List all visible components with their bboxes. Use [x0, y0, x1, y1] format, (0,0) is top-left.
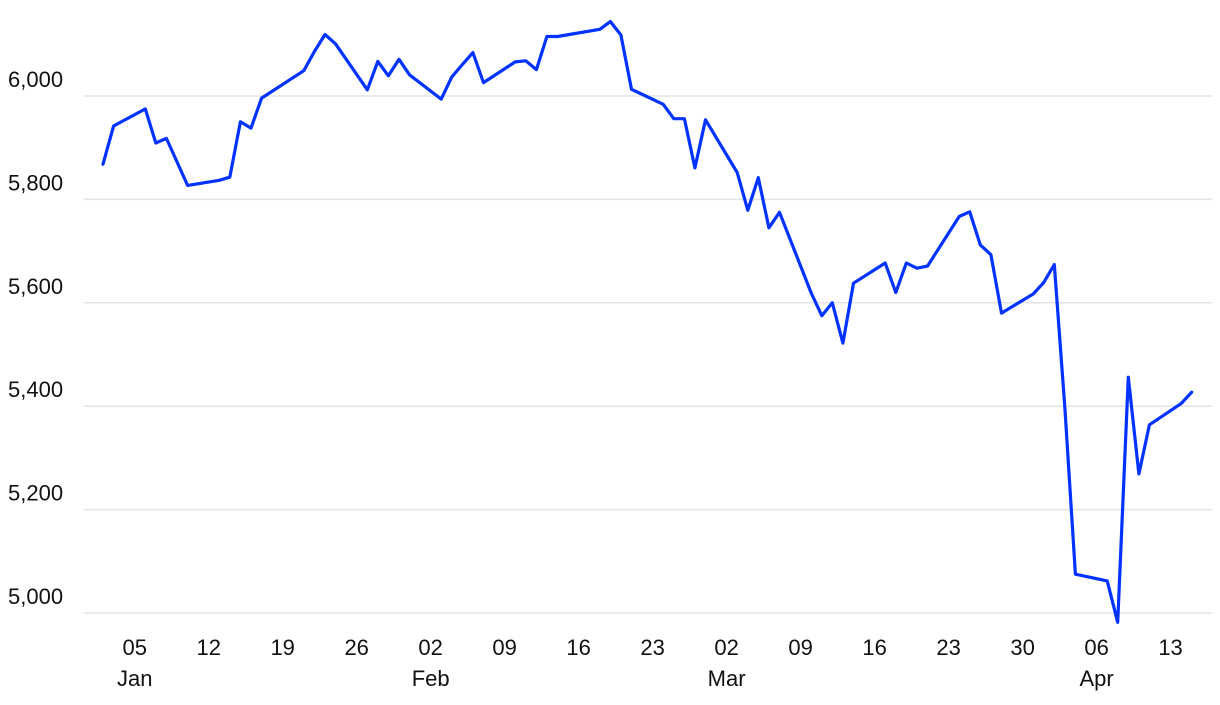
y-tick-label: 5,600 — [8, 274, 63, 299]
month-labels: Jan Feb Mar Apr — [117, 666, 1114, 691]
month-label: Jan — [117, 666, 152, 691]
y-tick-label: 5,200 — [8, 481, 63, 506]
x-tick-label: 19 — [270, 635, 294, 660]
x-tick-label: 02 — [714, 635, 738, 660]
month-label: Feb — [412, 666, 450, 691]
x-tick-label: 09 — [492, 635, 516, 660]
x-tick-label: 06 — [1084, 635, 1108, 660]
series-line — [101, 20, 1194, 624]
x-tick-label: 16 — [566, 635, 590, 660]
x-tick-label: 16 — [862, 635, 886, 660]
x-axis-labels: 05 12 19 26 02 09 16 23 02 09 16 23 30 06 13 — [122, 635, 1182, 660]
x-tick-label: 23 — [640, 635, 664, 660]
x-tick-label: 05 — [122, 635, 146, 660]
month-label: Mar — [708, 666, 746, 691]
x-tick-label: 09 — [788, 635, 812, 660]
x-tick-label: 30 — [1010, 635, 1034, 660]
y-tick-label: 5,000 — [8, 584, 63, 609]
x-tick-label: 26 — [344, 635, 368, 660]
x-tick-label: 13 — [1158, 635, 1182, 660]
x-tick-label: 02 — [418, 635, 442, 660]
gridlines — [84, 95, 1212, 614]
x-tick-label: 23 — [936, 635, 960, 660]
y-tick-label: 6,000 — [8, 67, 63, 92]
y-axis-labels: 5,000 5,200 5,400 5,600 5,800 6,000 — [8, 67, 63, 609]
y-tick-label: 5,800 — [8, 170, 63, 195]
x-tick-label: 12 — [196, 635, 220, 660]
y-tick-label: 5,400 — [8, 377, 63, 402]
month-label: Apr — [1079, 666, 1113, 691]
